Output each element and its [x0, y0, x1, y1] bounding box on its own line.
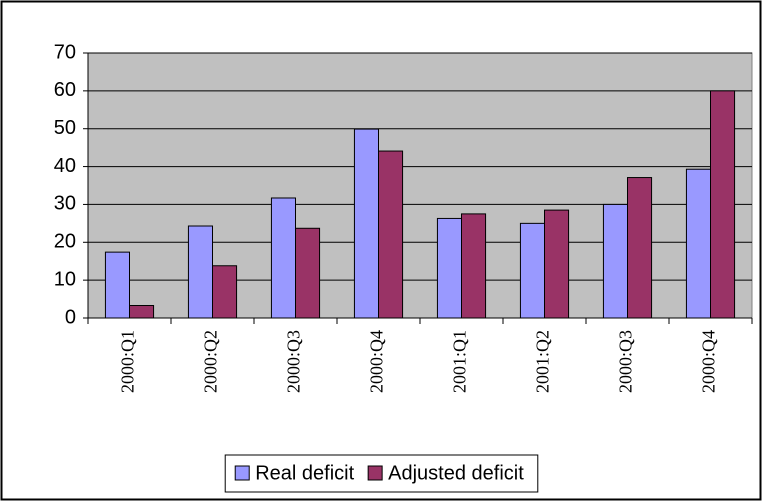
- x-tick-label: 2000:Q3: [284, 330, 304, 393]
- bar: [353, 128, 379, 319]
- bar: [544, 209, 570, 319]
- legend-label: Real deficit: [255, 462, 354, 484]
- y-tick-label: 0: [65, 306, 76, 328]
- bar: [519, 222, 545, 319]
- bar: [710, 90, 736, 319]
- plot-area: [87, 52, 753, 319]
- bar: [461, 213, 487, 319]
- y-tick-label: 20: [54, 231, 76, 253]
- bar: [602, 203, 628, 319]
- legend-swatch: [367, 465, 383, 481]
- bar: [212, 265, 238, 319]
- x-tick-label: 2000:Q2: [201, 330, 221, 393]
- bar: [436, 217, 462, 319]
- bar: [378, 150, 404, 319]
- y-tick-label: 70: [54, 41, 76, 63]
- bar: [627, 177, 653, 319]
- bar: [187, 225, 213, 319]
- y-tick-label: 60: [54, 79, 76, 101]
- x-tick-label: 2000:Q1: [118, 330, 138, 393]
- legend-swatch: [234, 465, 250, 481]
- y-tick-label: 10: [54, 268, 76, 290]
- x-tick-label: 2001:Q1: [450, 330, 470, 393]
- y-tick-label: 30: [54, 193, 76, 215]
- y-tick-label: 40: [54, 155, 76, 177]
- y-tick-label: 50: [54, 117, 76, 139]
- legend-label: Adjusted deficit: [388, 462, 524, 484]
- bar: [129, 305, 155, 319]
- bar: [685, 168, 711, 319]
- x-tick-label: 2000:Q4: [367, 330, 387, 393]
- bar: [270, 197, 296, 319]
- x-tick-label: 2001:Q2: [533, 330, 553, 393]
- bar: [104, 251, 130, 319]
- x-tick-label: 2000:Q4: [699, 330, 719, 393]
- x-tick-label: 2000:Q3: [616, 330, 636, 393]
- bar: [295, 227, 321, 319]
